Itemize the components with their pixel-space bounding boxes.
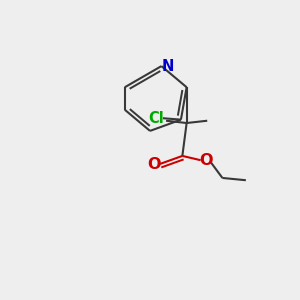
Text: N: N — [161, 58, 174, 74]
Text: O: O — [147, 157, 160, 172]
Text: O: O — [199, 153, 213, 168]
Text: Cl: Cl — [149, 111, 164, 126]
